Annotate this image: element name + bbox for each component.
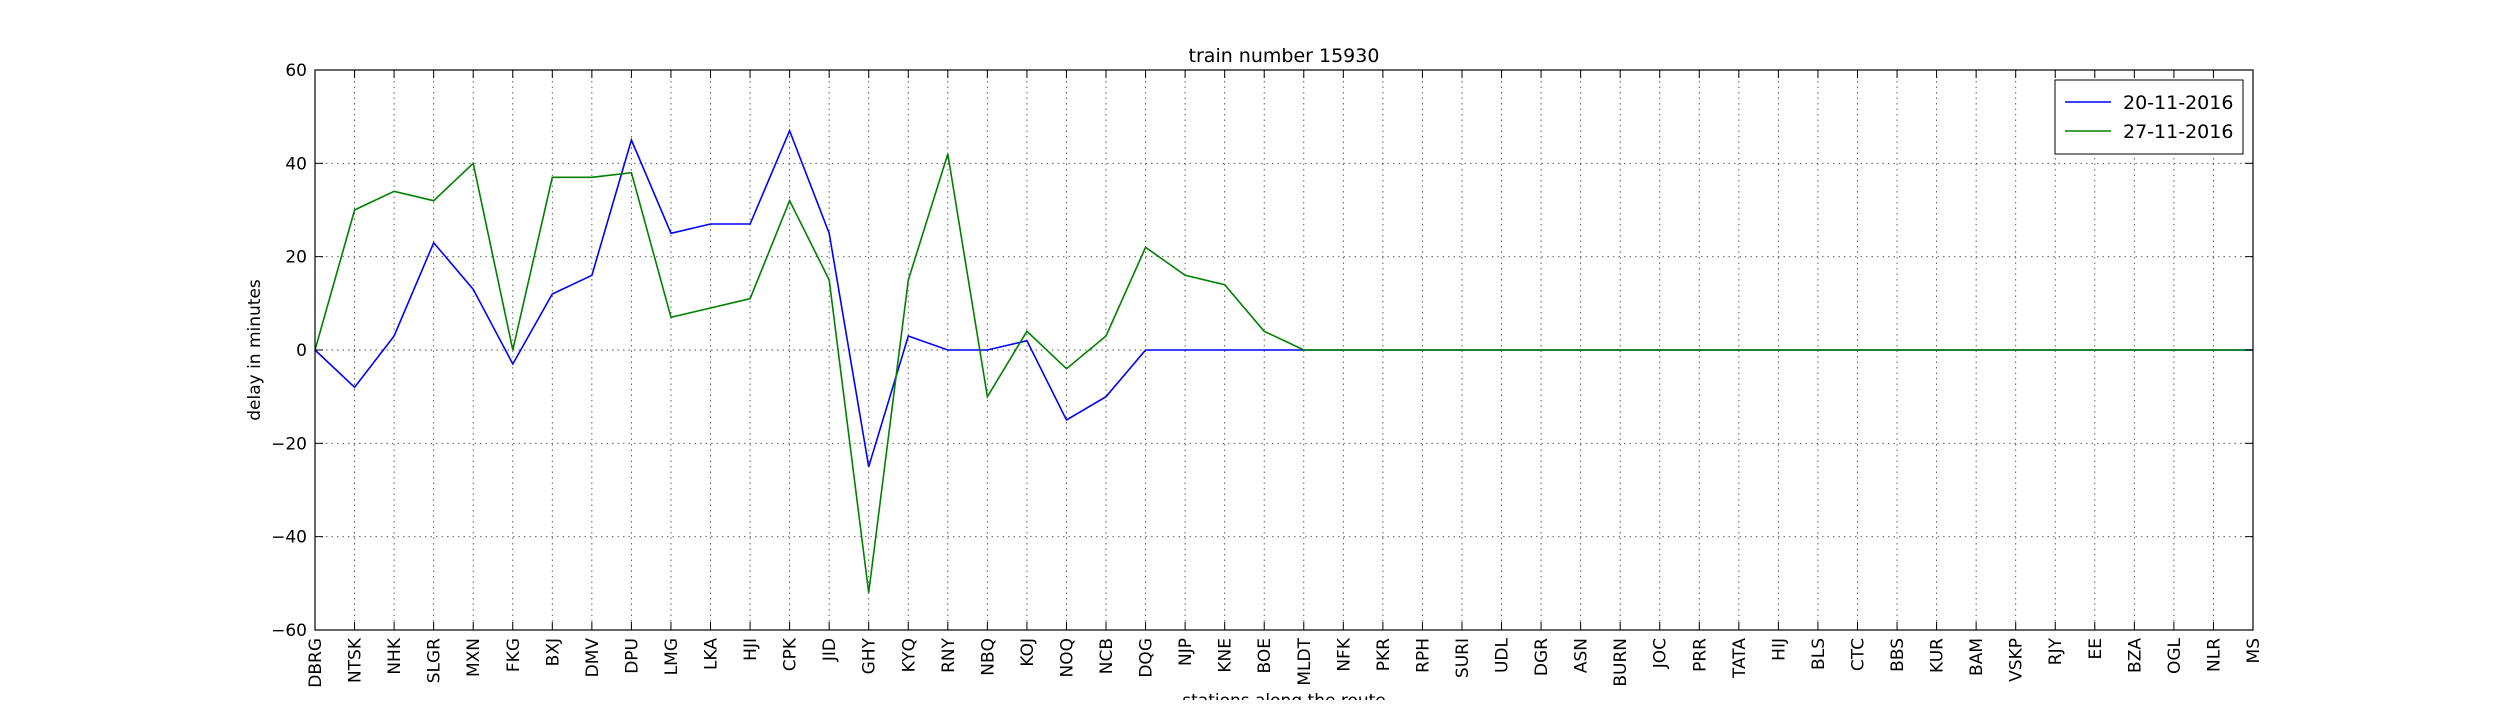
x-tick-label: VSKP (2007, 638, 2027, 682)
legend-label-2: 27-11-2016 (2123, 121, 2233, 143)
y-tick-label: −60 (271, 621, 307, 641)
legend-label-1: 20-11-2016 (2123, 92, 2233, 114)
chart-title: train number 15930 (1189, 45, 1380, 67)
x-tick-label: FKG (504, 638, 524, 672)
x-tick-label: KYQ (899, 638, 919, 672)
x-tick-label: MXN (464, 638, 484, 677)
x-tick-label: JOC (1651, 638, 1671, 669)
x-tick-label: DPU (622, 638, 642, 674)
x-tick-label: NLR (2204, 638, 2224, 672)
x-tick-label: MLDT (1295, 637, 1315, 685)
x-tick-label: EE (2086, 638, 2106, 659)
x-tick-label: NFK (1334, 637, 1354, 671)
x-tick-label: GHY (860, 637, 880, 674)
x-tick-label: JID (820, 638, 840, 662)
legend: 20-11-2016 27-11-2016 (2054, 79, 2244, 155)
x-tick-label: CTC (1848, 638, 1868, 671)
x-tick-label: MS (2244, 638, 2264, 663)
x-tick-label: CPK (781, 637, 801, 671)
x-tick-label: HJI (741, 638, 761, 661)
x-tick-label: NBQ (978, 638, 998, 676)
x-tick-label: DBRG (306, 638, 326, 688)
x-tick-label: LKA (702, 638, 722, 670)
x-axis-ticks: DBRG NTSK NHK SLGR MXN FKG BXJ DMV DPU LMG LKA HJI C… (306, 70, 2264, 688)
x-tick-label: SURI (1453, 638, 1473, 678)
series-lines (314, 128, 2253, 593)
x-tick-label: NOQ (1057, 638, 1077, 677)
legend-box (2054, 79, 2244, 155)
y-tick-label: −40 (271, 528, 307, 548)
y-axis-label: delay in minutes (245, 279, 265, 421)
x-tick-label: ASN (1572, 638, 1592, 673)
x-tick-label: HIJ (1769, 638, 1789, 661)
x-tick-label: RJY (2046, 637, 2066, 665)
x-tick-label: BXJ (543, 638, 563, 666)
x-tick-label: DMV (583, 638, 603, 678)
y-axis-ticks: −60 −40 −20 0 20 40 60 (271, 61, 2253, 641)
x-tick-label: UDL (1493, 637, 1513, 673)
x-tick-label: NHK (385, 637, 405, 675)
y-tick-label: −20 (271, 434, 307, 454)
x-tick-label: NTSK (346, 637, 366, 683)
x-tick-label: LMG (662, 638, 682, 675)
x-tick-label: NJP (1176, 638, 1196, 666)
series-line-2 (314, 153, 2253, 593)
x-tick-label: BAM (1967, 638, 1987, 676)
x-tick-label: KUR (1928, 638, 1948, 673)
x-tick-label: PRR (1690, 638, 1710, 672)
x-tick-label: KOJ (1018, 638, 1038, 667)
x-tick-label: DGR (1532, 638, 1552, 676)
x-tick-label: BOE (1255, 638, 1275, 674)
x-axis-label: stations along the route (1182, 691, 1386, 700)
x-tick-label: BLS (1809, 638, 1829, 670)
y-tick-label: 0 (296, 341, 307, 361)
x-tick-label: SLGR (425, 638, 445, 683)
x-tick-label: TATA (1730, 638, 1750, 679)
x-tick-label: BURN (1611, 638, 1631, 687)
y-tick-label: 40 (285, 154, 307, 174)
x-tick-label: DQG (1137, 638, 1157, 678)
x-tick-label: BZA (2125, 638, 2145, 673)
x-tick-label: PKR (1374, 638, 1394, 671)
series-line-1 (314, 128, 2253, 467)
x-tick-label: BBS (1888, 638, 1908, 672)
y-tick-label: 60 (285, 61, 307, 81)
x-tick-label: RNY (939, 637, 959, 673)
y-tick-label: 20 (285, 248, 307, 268)
x-tick-label: KNE (1216, 638, 1236, 673)
x-tick-label: RPH (1413, 638, 1433, 673)
x-tick-label: NCB (1097, 638, 1117, 674)
x-tick-label: OGL (2165, 637, 2185, 674)
